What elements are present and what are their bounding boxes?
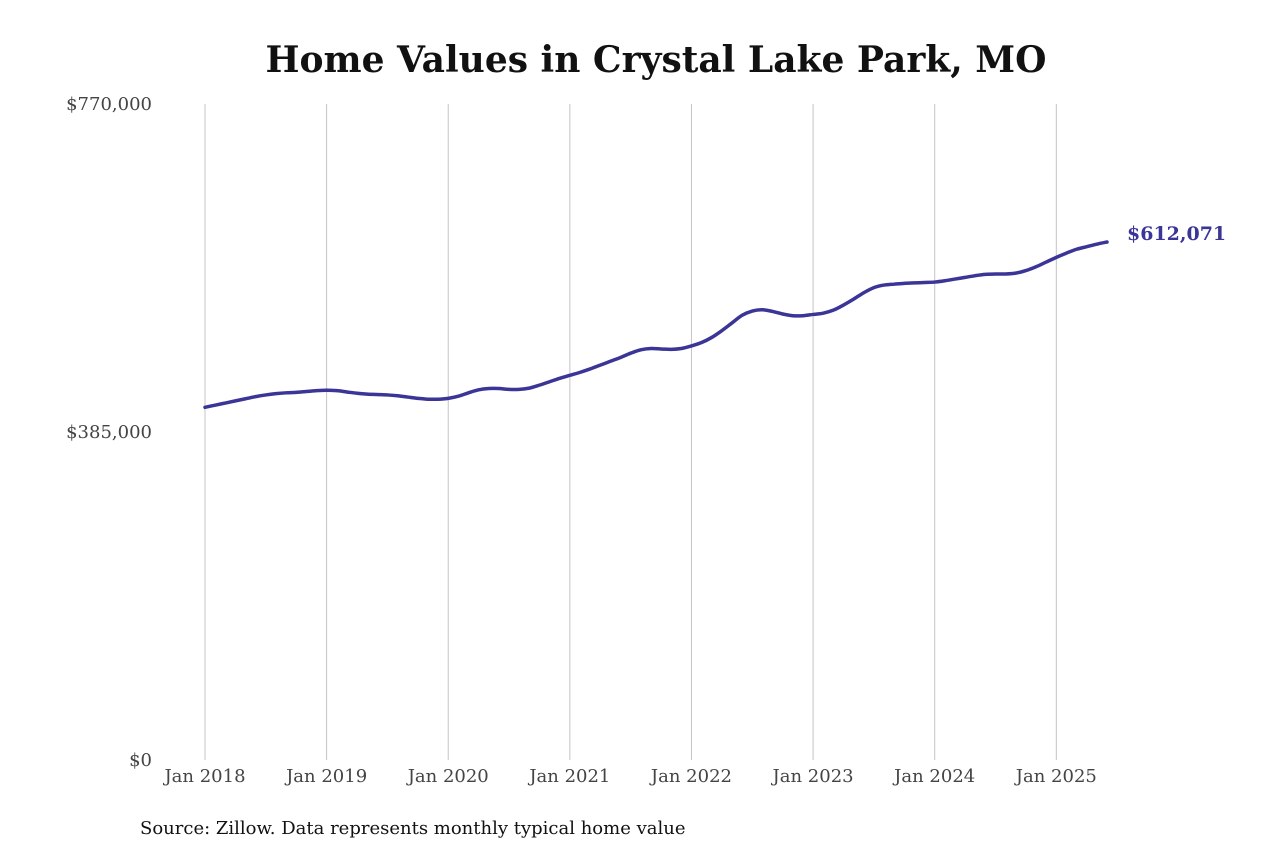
y-tick-label: $385,000	[66, 422, 152, 443]
x-tick-label: Jan 2018	[162, 766, 245, 787]
y-tick-label: $770,000	[66, 94, 152, 115]
x-tick-label: Jan 2020	[406, 766, 489, 787]
series-layer: $612,071	[203, 223, 1226, 410]
x-tick-label: Jan 2021	[527, 766, 610, 787]
x-tick-label: Jan 2023	[771, 766, 854, 787]
x-tick-label: Jan 2022	[649, 766, 732, 787]
x-tick-label: Jan 2025	[1014, 766, 1097, 787]
chart-title: Home Values in Crystal Lake Park, MO	[265, 39, 1046, 81]
x-axis: Jan 2018 Jan 2019 Jan 2020 Jan 2021 Jan 2022…	[162, 766, 1096, 787]
x-tick-label: Jan 2024	[892, 766, 975, 787]
y-axis: $0 $385,000 $770,000	[66, 94, 152, 771]
series-line	[203, 240, 1109, 410]
source-note: Source: Zillow. Data represents monthly …	[140, 818, 686, 839]
x-tick-label: Jan 2019	[284, 766, 367, 787]
gridlines	[204, 104, 1057, 760]
y-tick-label: $0	[129, 750, 152, 771]
end-value-label: $612,071	[1127, 223, 1226, 245]
